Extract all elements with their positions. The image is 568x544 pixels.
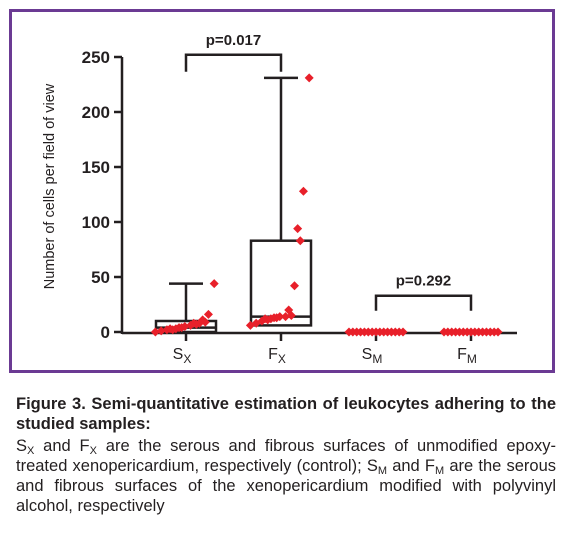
data-point: [198, 315, 208, 325]
y-axis-label: Number of cells per field of view: [42, 83, 58, 289]
caption-text: are the serous and fibrous surfaces of u…: [16, 437, 557, 475]
caption-subscript: M: [377, 465, 388, 477]
caption-subscript: M: [435, 465, 445, 477]
data-point: [493, 327, 503, 337]
data-point: [298, 186, 308, 196]
x-tick-label: SX: [173, 346, 192, 366]
data-point: [150, 327, 160, 337]
data-point: [209, 279, 219, 289]
caption-title: Figure 3. Semi-quantitative estimation o…: [16, 395, 556, 433]
y-tick-label: 150: [82, 158, 110, 177]
p-value-label: p=0.292: [396, 273, 451, 290]
caption-text: are the serous and fibrous surfaces of t…: [16, 457, 557, 515]
data-point: [290, 281, 299, 291]
x-tick-label: FX: [268, 346, 286, 366]
data-point: [398, 327, 408, 337]
caption-text: and F: [34, 437, 90, 455]
y-tick-label: 100: [82, 213, 110, 232]
box-iqr: [249, 239, 313, 327]
data-point: [293, 224, 303, 234]
y-tick-label: 50: [91, 268, 110, 287]
data-point: [257, 316, 267, 326]
caption-text: and F: [387, 457, 435, 475]
caption-body: SX and FX are the serous and fibrous sur…: [16, 436, 556, 516]
data-point: [165, 324, 175, 334]
caption-subscript: X: [89, 445, 97, 457]
x-tick-label: SM: [362, 346, 383, 366]
y-tick-label: 0: [101, 323, 110, 342]
data-point: [281, 312, 291, 322]
figure-frame: 0 50 100 150 200 250 Number of cells per field…: [9, 9, 555, 373]
x-tick-label: FM: [457, 346, 477, 366]
data-point: [156, 326, 166, 336]
data-point: [189, 318, 199, 328]
figure-caption: Figure 3. Semi-quantitative estimation o…: [16, 394, 556, 516]
y-tick-label: 250: [82, 48, 110, 67]
data-point: [174, 323, 184, 333]
box-plot-chart: 0 50 100 150 200 250 Number of cells per field…: [42, 32, 517, 366]
data-point: [284, 305, 294, 315]
significance-bracket: [374, 294, 473, 311]
caption-text: S: [16, 437, 28, 455]
caption-subscript: X: [27, 445, 35, 457]
data-point: [295, 236, 305, 246]
data-point: [304, 73, 314, 83]
data-point: [180, 322, 190, 331]
data-point: [269, 313, 279, 323]
p-value-label: p=0.017: [206, 32, 261, 49]
data-point: [203, 309, 213, 319]
significance-bracket: [184, 53, 283, 72]
data-point: [275, 312, 285, 322]
data-point: [260, 314, 270, 324]
y-tick-label: 200: [82, 103, 110, 122]
